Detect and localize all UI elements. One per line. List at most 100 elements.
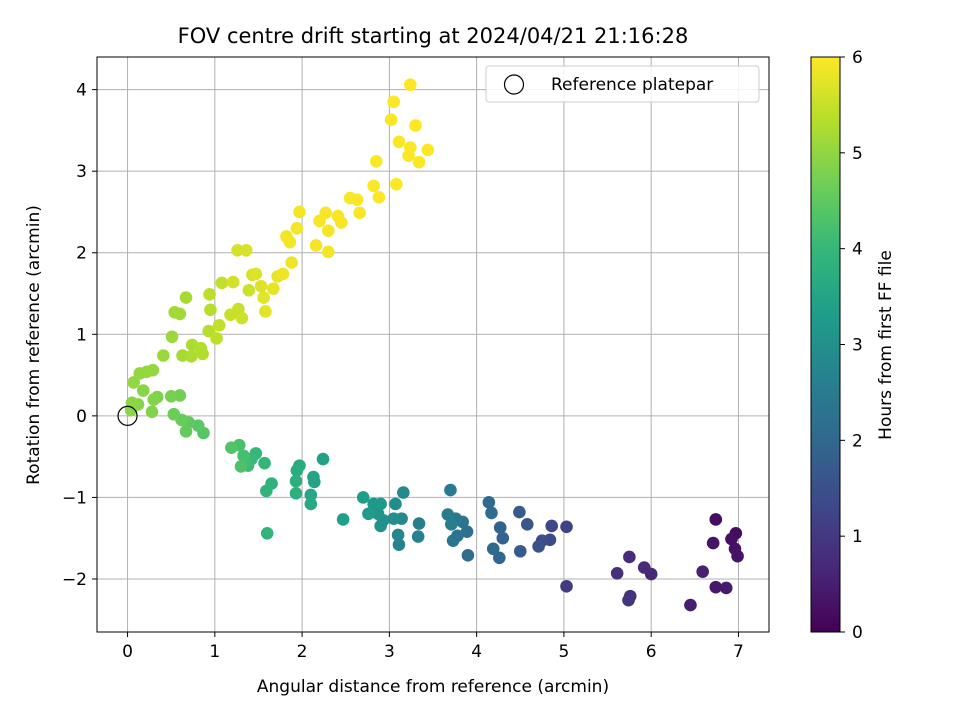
data-point	[486, 542, 500, 556]
data-point	[637, 561, 651, 574]
data-point	[392, 538, 406, 552]
data-point	[319, 206, 332, 220]
data-point	[409, 119, 422, 132]
data-point	[496, 531, 510, 545]
data-point	[259, 305, 272, 318]
data-point	[482, 496, 496, 509]
data-point	[369, 155, 383, 168]
data-point	[404, 78, 417, 92]
data-point	[545, 519, 558, 533]
data-point	[260, 484, 273, 498]
data-point	[709, 513, 723, 526]
data-point	[258, 456, 271, 470]
data-point	[234, 460, 248, 473]
y-tick-label: −1	[62, 488, 87, 508]
data-point	[350, 193, 364, 207]
data-point	[404, 141, 417, 154]
legend-box	[485, 65, 760, 103]
data-point	[336, 513, 350, 526]
data-point	[719, 581, 733, 595]
data-point	[212, 319, 226, 332]
data-point	[520, 518, 534, 531]
data-point	[289, 487, 303, 500]
data-point	[235, 311, 249, 325]
colorbar-label: Hours from first FF file	[876, 250, 896, 440]
data-point	[374, 519, 387, 533]
data-point	[513, 505, 526, 519]
colorbar-tick-label: 6	[852, 48, 863, 68]
data-point	[412, 517, 426, 530]
data-point	[165, 330, 179, 344]
data-point	[266, 282, 280, 295]
data-point	[242, 283, 256, 297]
colorbar-tick-label: 2	[852, 431, 863, 451]
data-point	[411, 530, 425, 543]
data-point	[304, 488, 318, 502]
x-tick-label: 2	[297, 642, 308, 662]
colorbar-tick-label: 5	[852, 144, 863, 164]
data-point	[709, 580, 723, 594]
data-point	[210, 332, 223, 345]
reference-point	[117, 405, 138, 426]
data-point	[196, 347, 209, 361]
x-tick-label: 0	[122, 642, 133, 662]
legend-entry-label: Reference platepar	[551, 75, 713, 95]
data-point	[384, 113, 398, 127]
y-tick-label: 1	[76, 325, 87, 345]
data-point	[321, 224, 335, 238]
data-point	[191, 419, 205, 432]
data-point	[485, 506, 498, 520]
data-point	[145, 405, 159, 419]
data-point	[164, 389, 178, 403]
data-point	[392, 135, 406, 149]
x-tick-label: 4	[471, 642, 482, 662]
data-point	[184, 350, 198, 363]
data-point	[316, 452, 330, 466]
data-point	[309, 239, 323, 252]
legend-reference-marker	[503, 74, 525, 95]
data-point	[696, 565, 709, 578]
data-point	[136, 384, 150, 397]
chart-title: FOV centre drift starting at 2024/04/21 …	[178, 24, 689, 48]
data-point	[371, 507, 385, 521]
y-tick-label: 3	[76, 162, 87, 182]
data-point	[304, 497, 318, 511]
data-point	[532, 540, 545, 553]
data-point	[202, 324, 216, 338]
x-tick-label: 7	[733, 642, 744, 662]
data-point	[353, 206, 366, 220]
data-point	[290, 221, 304, 235]
data-point	[280, 230, 293, 243]
x-axis-label: Angular distance from reference (arcmin)	[257, 677, 609, 697]
colorbar-tick-label: 1	[852, 527, 863, 547]
data-point	[293, 205, 306, 219]
data-point	[391, 528, 405, 542]
data-point	[725, 532, 738, 546]
data-point	[127, 376, 140, 389]
data-point	[356, 491, 370, 504]
data-point	[560, 520, 573, 534]
x-tick-label: 6	[646, 642, 657, 662]
data-point	[610, 566, 624, 580]
x-tick-label: 5	[558, 642, 569, 662]
data-point	[167, 407, 181, 421]
x-tick-label: 3	[384, 642, 395, 662]
data-point	[441, 508, 455, 521]
data-points	[124, 78, 744, 612]
data-point	[560, 580, 573, 593]
data-point	[285, 256, 298, 269]
data-point	[446, 534, 460, 547]
data-point	[179, 291, 193, 304]
data-point	[513, 544, 527, 558]
data-point	[226, 275, 240, 289]
x-tick-label: 1	[209, 642, 220, 662]
data-point	[289, 474, 303, 488]
data-point	[684, 598, 697, 612]
y-axis-ticks: −2 −1 0 1 2 3 4	[62, 81, 97, 590]
colorbar-ticks: 0 1 2 3 4 5 6	[840, 48, 863, 643]
data-point	[157, 349, 170, 362]
y-axis-label: Rotation from reference (arcmin)	[24, 205, 44, 485]
data-point	[203, 288, 216, 301]
data-point	[397, 486, 410, 499]
y-tick-label: 0	[76, 407, 87, 427]
